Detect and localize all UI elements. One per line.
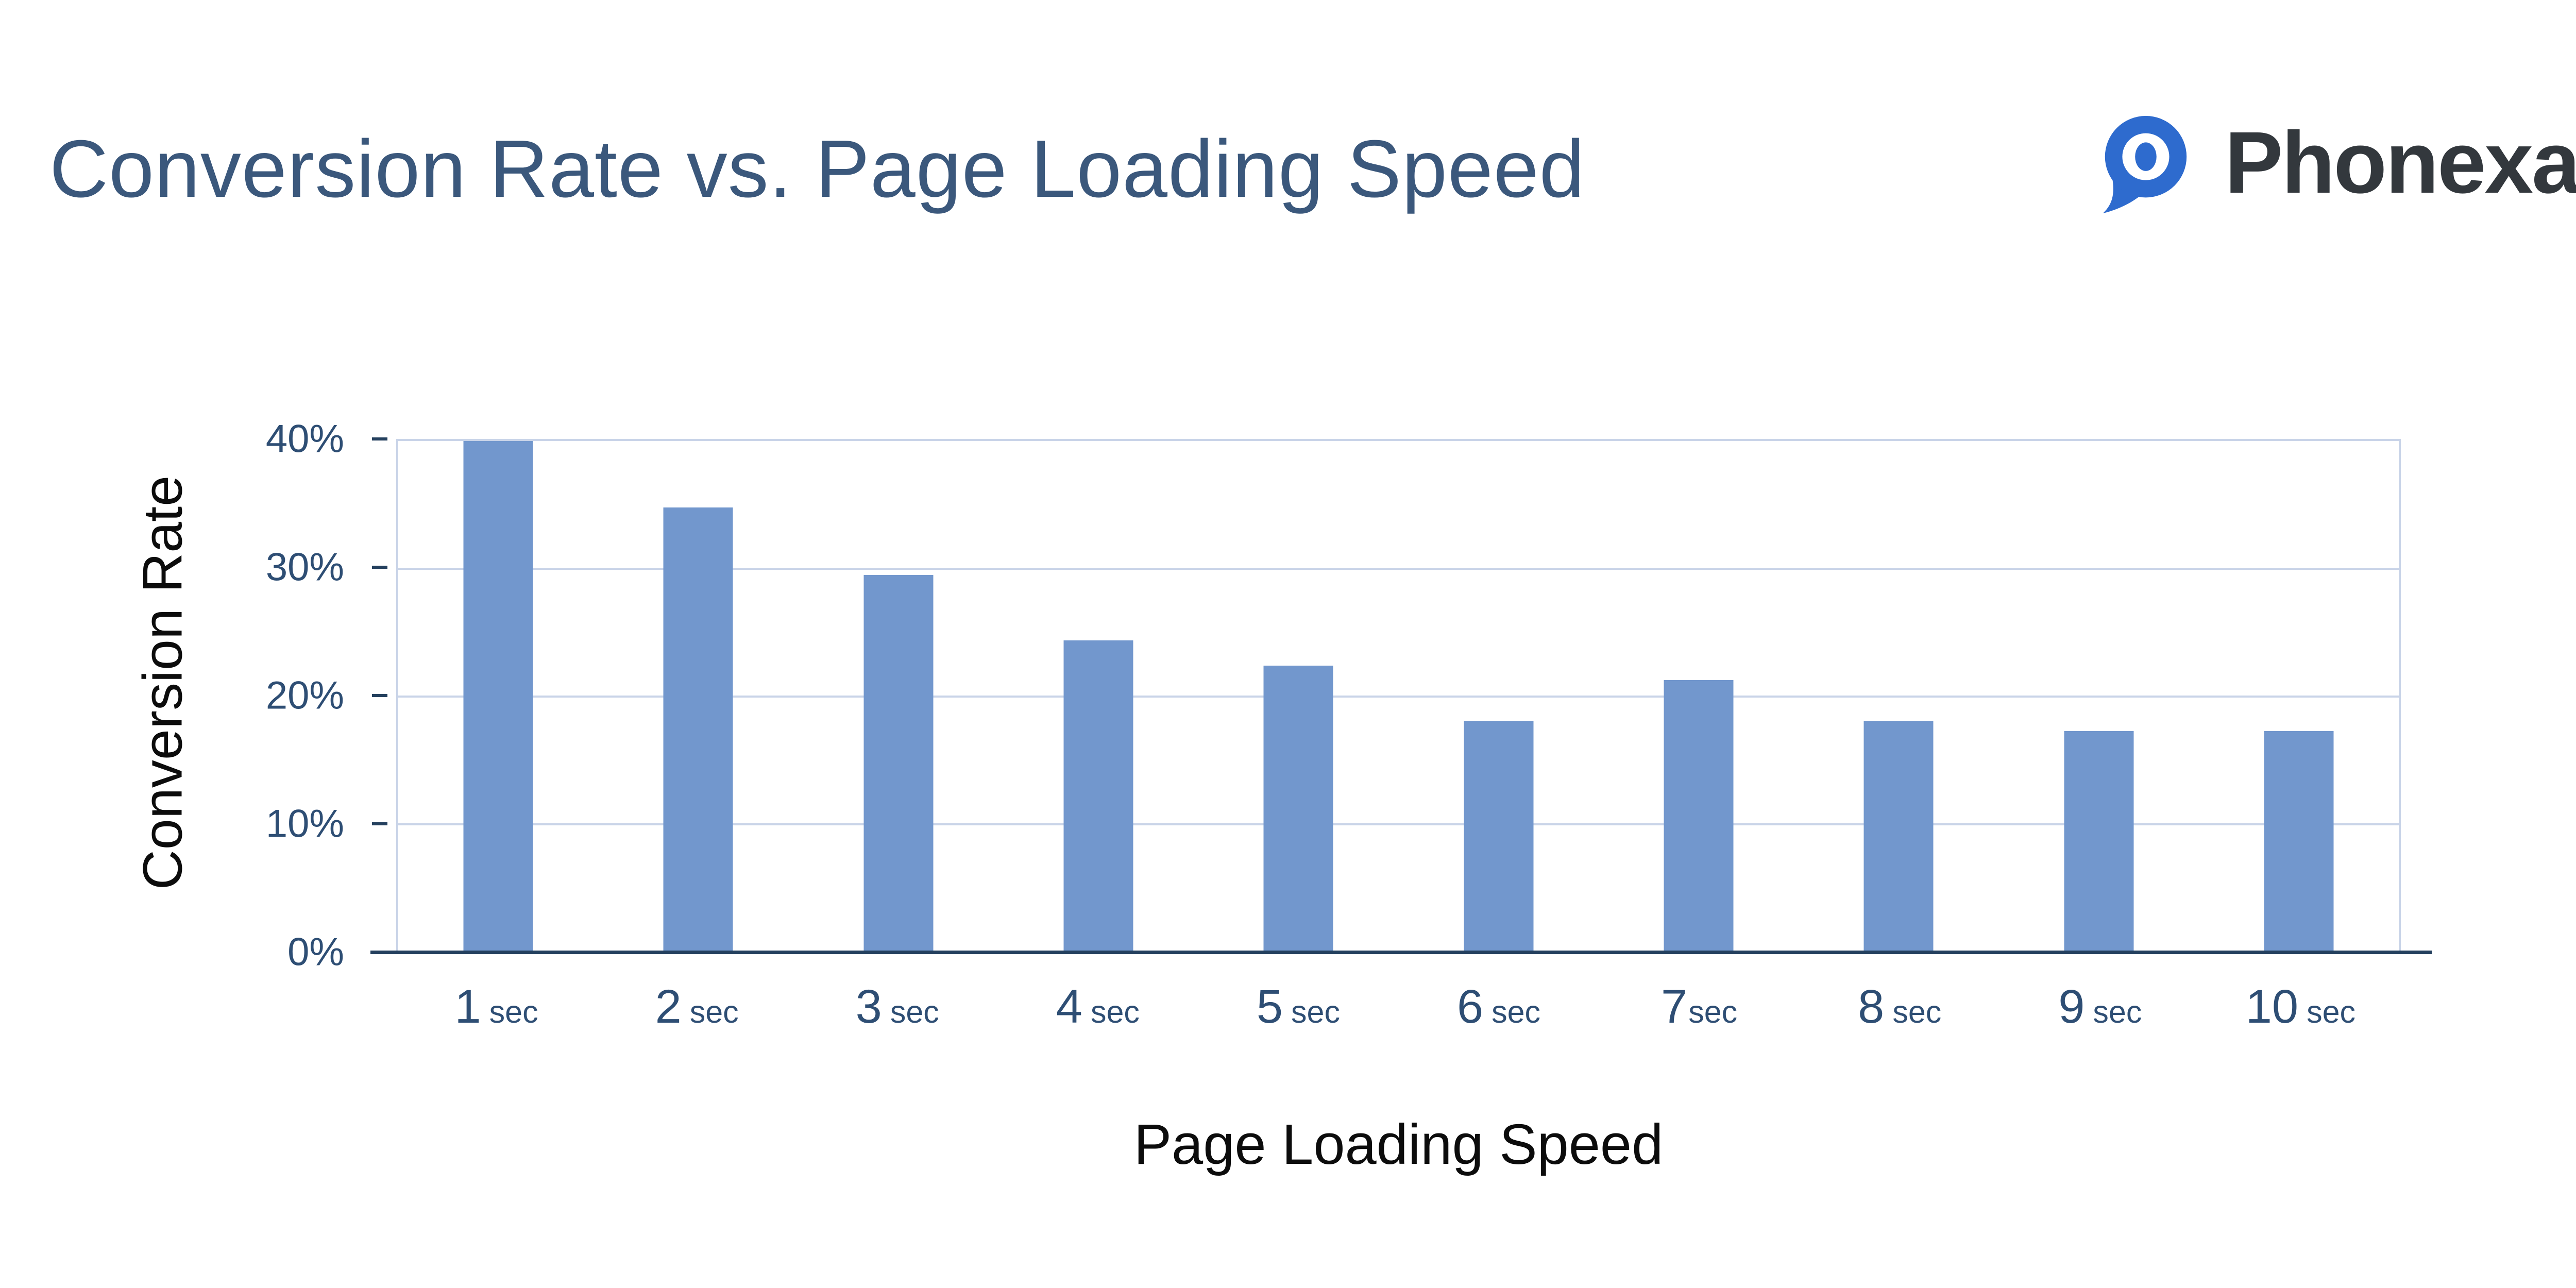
bar-slot	[1398, 441, 1598, 952]
bar-slot	[2199, 441, 2399, 952]
y-axis-title: Conversion Rate	[131, 475, 194, 890]
bar-slot	[1599, 441, 1799, 952]
x-axis-label-unit: sec	[1892, 994, 1942, 1029]
bar-slot	[998, 441, 1198, 952]
x-axis-label: 9 sec	[2000, 980, 2200, 1034]
x-axis-label: 10 sec	[2200, 980, 2401, 1034]
x-axis-label-unit: sec	[1090, 994, 1140, 1029]
bar-series	[398, 441, 2399, 952]
bar	[1863, 721, 1934, 952]
x-axis-label-number: 7	[1661, 980, 1688, 1033]
x-axis-title: Page Loading Speed	[1133, 1113, 1664, 1176]
bar	[2264, 731, 2334, 952]
y-axis-tick	[372, 566, 387, 569]
x-axis-label-number: 1	[454, 980, 481, 1033]
bar-slot	[1198, 441, 1398, 952]
x-axis-label-unit: sec	[890, 994, 939, 1029]
brand-name: Phonexa	[2225, 114, 2576, 212]
x-axis-label-unit: sec	[2307, 994, 2356, 1029]
bar	[2064, 731, 2134, 952]
page-title: Conversion Rate vs. Page Loading Speed	[49, 124, 1585, 214]
x-axis-label-unit: sec	[1492, 994, 1541, 1029]
x-axis-label-number: 10	[2245, 980, 2299, 1033]
x-axis-label-unit: sec	[689, 994, 739, 1029]
bar-slot	[1799, 441, 1998, 952]
gridline	[398, 823, 2399, 825]
bar	[1664, 680, 1734, 952]
bar	[463, 441, 533, 952]
x-axis-label: 6 sec	[1398, 980, 1599, 1034]
x-axis-label-number: 9	[2058, 980, 2085, 1033]
x-axis-label: 8 sec	[1800, 980, 2000, 1034]
bar-slot	[598, 441, 798, 952]
brand-logo: Phonexa ®	[2093, 111, 2576, 214]
y-axis-label: 0%	[287, 930, 344, 974]
x-axis-label-number: 2	[655, 980, 682, 1033]
x-axis-label-unit: sec	[2093, 994, 2142, 1029]
x-axis-label: 1 sec	[396, 980, 597, 1034]
x-axis-label-unit: sec	[1291, 994, 1340, 1029]
bar-slot	[1998, 441, 2198, 952]
bar	[1464, 721, 1534, 952]
x-axis-label: 7sec	[1599, 980, 1800, 1034]
bar	[663, 507, 733, 952]
x-axis-label: 5 sec	[1198, 980, 1398, 1034]
bar	[1263, 666, 1333, 952]
x-axis-label: 3 sec	[797, 980, 997, 1034]
x-axis-label-unit: sec	[489, 994, 538, 1029]
x-axis-label: 4 sec	[997, 980, 1198, 1034]
y-axis-label: 20%	[265, 673, 344, 718]
x-axis-label-number: 8	[1858, 980, 1885, 1033]
plot-area	[396, 439, 2401, 952]
x-axis-label-number: 4	[1056, 980, 1082, 1033]
bar	[1063, 640, 1133, 952]
x-axis-label-number: 3	[855, 980, 882, 1033]
gridline	[398, 568, 2399, 570]
y-axis-label: 40%	[265, 417, 344, 461]
y-axis-tick	[372, 822, 387, 825]
x-axis-line	[370, 951, 2432, 954]
gridline	[398, 696, 2399, 698]
y-axis-label: 30%	[265, 545, 344, 589]
x-axis-labels: 1 sec 2 sec 3 sec 4 sec 5 sec 6 sec 7sec 8 sec 9 sec 10 se…	[396, 980, 2401, 1034]
y-axis-tick	[372, 437, 387, 440]
y-axis-tick	[372, 694, 387, 697]
x-axis-label-number: 6	[1456, 980, 1484, 1033]
x-axis-label: 2 sec	[597, 980, 797, 1034]
phonexa-pin-icon	[2093, 112, 2195, 214]
bar	[863, 575, 934, 952]
x-axis-label-unit: sec	[1688, 994, 1738, 1029]
bar-slot	[398, 441, 598, 952]
y-axis-label: 10%	[265, 802, 344, 846]
bar-slot	[799, 441, 998, 952]
x-axis-label-number: 5	[1256, 980, 1283, 1033]
